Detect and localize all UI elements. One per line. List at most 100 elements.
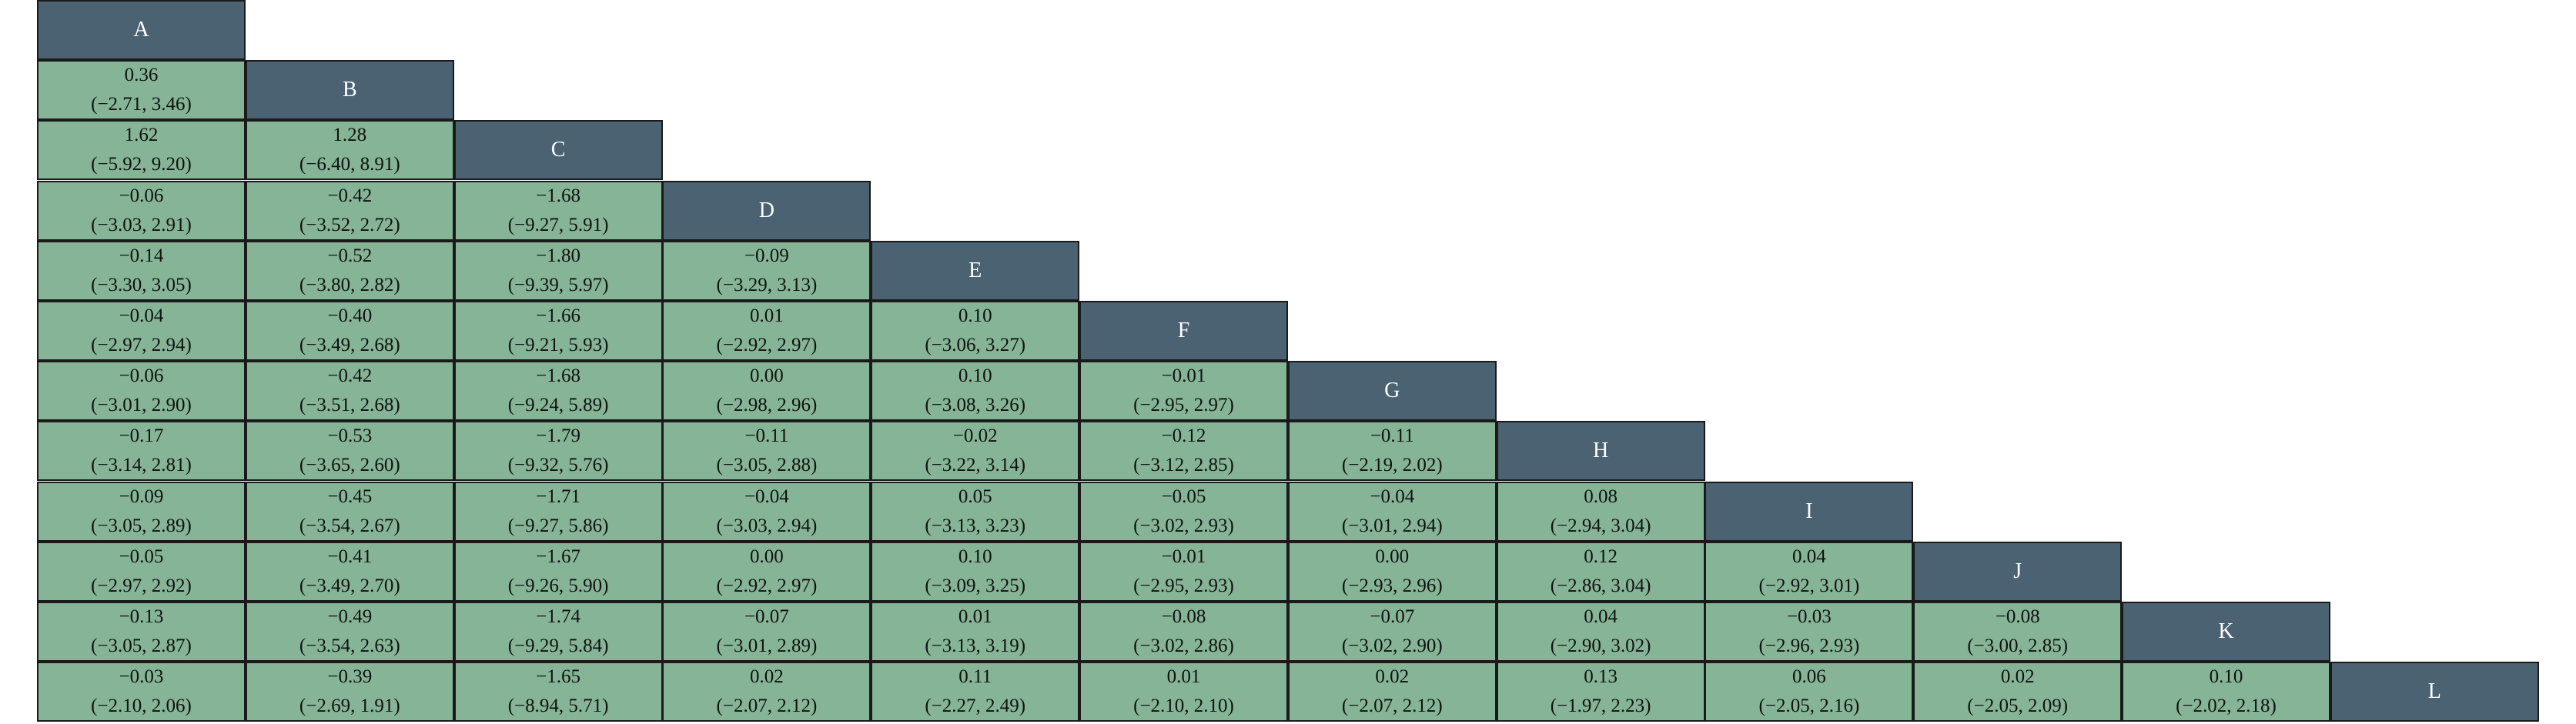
comparison-cell: 0.10 (−3.06, 3.27) bbox=[871, 301, 1080, 361]
comparison-cell: 1.28 (−6.40, 8.91) bbox=[245, 120, 454, 181]
comparison-cell: −0.04 (−2.97, 2.94) bbox=[37, 301, 246, 361]
confidence-interval: (−2.97, 2.94) bbox=[91, 335, 192, 355]
confidence-interval: (−3.30, 3.05) bbox=[91, 274, 192, 295]
confidence-interval: (−2.94, 3.04) bbox=[1550, 515, 1651, 536]
confidence-interval: (−3.65, 2.60) bbox=[299, 455, 400, 476]
effect-estimate: −1.71 bbox=[536, 485, 581, 507]
effect-estimate: −0.52 bbox=[327, 245, 373, 266]
confidence-interval: (−6.40, 8.91) bbox=[299, 154, 400, 175]
effect-estimate: 1.62 bbox=[124, 125, 159, 146]
effect-estimate: −0.04 bbox=[119, 305, 164, 326]
effect-estimate: 0.02 bbox=[1375, 666, 1410, 688]
confidence-interval: (−3.52, 2.72) bbox=[299, 214, 400, 235]
confidence-interval: (−2.02, 2.18) bbox=[2176, 696, 2277, 717]
comparison-cell: 0.12 (−2.86, 3.04) bbox=[1496, 541, 1705, 602]
comparison-cell: 0.36 (−2.71, 3.46) bbox=[37, 60, 246, 121]
comparison-cell: −0.49 (−3.54, 2.63) bbox=[245, 602, 454, 662]
confidence-interval: (−2.92, 2.97) bbox=[716, 335, 818, 355]
effect-estimate: −0.06 bbox=[119, 185, 164, 206]
confidence-interval: (−2.95, 2.97) bbox=[1133, 395, 1234, 416]
comparison-cell: 0.04 (−2.90, 3.02) bbox=[1496, 602, 1705, 662]
effect-estimate: −0.17 bbox=[119, 425, 164, 447]
effect-estimate: 0.04 bbox=[1584, 606, 1618, 627]
treatment-label-g: G bbox=[1287, 361, 1497, 422]
confidence-interval: (−3.05, 2.87) bbox=[91, 636, 192, 656]
effect-estimate: 0.11 bbox=[958, 666, 992, 688]
effect-estimate: 0.00 bbox=[750, 365, 784, 387]
effect-estimate: −1.68 bbox=[536, 365, 581, 387]
comparison-cell: −1.65 (−8.94, 5.71) bbox=[453, 662, 663, 722]
effect-estimate: −1.65 bbox=[536, 666, 581, 688]
comparison-cell: −0.13 (−3.05, 2.87) bbox=[37, 602, 246, 662]
effect-estimate: 0.04 bbox=[1792, 546, 1826, 567]
effect-estimate: −0.01 bbox=[1161, 365, 1206, 387]
comparison-cell: 0.02 (−2.05, 2.09) bbox=[1913, 662, 2123, 722]
confidence-interval: (−2.71, 3.46) bbox=[91, 94, 192, 115]
comparison-cell: −0.09 (−3.05, 2.89) bbox=[37, 481, 246, 542]
comparison-cell: 0.00 (−2.93, 2.96) bbox=[1287, 541, 1497, 602]
comparison-cell: −0.08 (−3.02, 2.86) bbox=[1079, 602, 1288, 662]
effect-estimate: 0.10 bbox=[2209, 666, 2243, 688]
comparison-cell: −1.71 (−9.27, 5.86) bbox=[453, 481, 663, 542]
effect-estimate: −0.07 bbox=[744, 606, 789, 627]
comparison-cell: −0.42 (−3.52, 2.72) bbox=[245, 180, 454, 241]
effect-estimate: −1.80 bbox=[536, 245, 581, 266]
league-table: A B 0.36 (−2.71, 3.46) C 1.62 (−5.92, 9.20) 1.2… bbox=[37, 0, 2539, 724]
effect-estimate: −0.53 bbox=[327, 425, 373, 447]
confidence-interval: (−9.26, 5.90) bbox=[507, 575, 609, 596]
treatment-label-j: J bbox=[1913, 541, 2123, 602]
comparison-cell: 0.00 (−2.92, 2.97) bbox=[662, 541, 871, 602]
confidence-interval: (−3.05, 2.88) bbox=[716, 455, 818, 476]
confidence-interval: (−8.94, 5.71) bbox=[507, 696, 609, 717]
comparison-cell: −1.68 (−9.24, 5.89) bbox=[453, 361, 663, 422]
comparison-cell: −0.17 (−3.14, 2.81) bbox=[37, 421, 246, 482]
comparison-cell: 0.06 (−2.05, 2.16) bbox=[1705, 662, 1914, 722]
effect-estimate: −0.39 bbox=[327, 666, 373, 688]
comparison-cell: −0.42 (−3.51, 2.68) bbox=[245, 361, 454, 422]
effect-estimate: −0.42 bbox=[327, 185, 373, 206]
comparison-cell: 0.08 (−2.94, 3.04) bbox=[1496, 481, 1705, 542]
confidence-interval: (−3.12, 2.85) bbox=[1133, 455, 1234, 476]
comparison-cell: −0.08 (−3.00, 2.85) bbox=[1913, 602, 2123, 662]
effect-estimate: −0.01 bbox=[1161, 546, 1206, 567]
confidence-interval: (−3.13, 3.19) bbox=[925, 636, 1026, 656]
comparison-cell: −0.11 (−2.19, 2.02) bbox=[1287, 421, 1497, 482]
comparison-cell: −0.45 (−3.54, 2.67) bbox=[245, 481, 454, 542]
comparison-cell: −0.03 (−2.10, 2.06) bbox=[37, 662, 246, 722]
confidence-interval: (−3.14, 2.81) bbox=[91, 455, 192, 476]
confidence-interval: (−3.00, 2.85) bbox=[1967, 636, 2069, 656]
comparison-cell: −0.40 (−3.49, 2.68) bbox=[245, 301, 454, 361]
comparison-cell: 0.11 (−2.27, 2.49) bbox=[871, 662, 1080, 722]
effect-estimate: 0.13 bbox=[1584, 666, 1618, 688]
effect-estimate: −0.08 bbox=[1995, 606, 2040, 627]
effect-estimate: −1.68 bbox=[536, 185, 581, 206]
confidence-interval: (−2.07, 2.12) bbox=[1341, 696, 1443, 717]
treatment-label-e: E bbox=[871, 240, 1080, 301]
effect-estimate: −0.08 bbox=[1161, 606, 1206, 627]
confidence-interval: (−2.69, 1.91) bbox=[299, 696, 400, 717]
confidence-interval: (−2.07, 2.12) bbox=[716, 696, 818, 717]
effect-estimate: −0.02 bbox=[952, 425, 998, 447]
confidence-interval: (−3.01, 2.89) bbox=[716, 636, 818, 656]
comparison-cell: 0.10 (−2.02, 2.18) bbox=[2122, 662, 2330, 722]
effect-estimate: −1.66 bbox=[536, 305, 581, 326]
comparison-cell: −1.66 (−9.21, 5.93) bbox=[453, 301, 663, 361]
comparison-cell: 0.01 (−3.13, 3.19) bbox=[871, 602, 1080, 662]
comparison-cell: −0.06 (−3.01, 2.90) bbox=[37, 361, 246, 422]
confidence-interval: (−3.09, 3.25) bbox=[925, 575, 1026, 596]
comparison-cell: −0.06 (−3.03, 2.91) bbox=[37, 180, 246, 241]
confidence-interval: (−3.02, 2.90) bbox=[1341, 636, 1443, 656]
confidence-interval: (−3.29, 3.13) bbox=[716, 274, 818, 295]
comparison-cell: 1.62 (−5.92, 9.20) bbox=[37, 120, 246, 181]
confidence-interval: (−2.86, 3.04) bbox=[1550, 575, 1651, 596]
confidence-interval: (−2.27, 2.49) bbox=[925, 696, 1026, 717]
comparison-cell: −0.14 (−3.30, 3.05) bbox=[37, 240, 246, 301]
confidence-interval: (−9.32, 5.76) bbox=[507, 455, 609, 476]
effect-estimate: −0.05 bbox=[119, 546, 164, 567]
effect-estimate: −0.04 bbox=[1370, 485, 1415, 507]
effect-estimate: −0.07 bbox=[1370, 606, 1415, 627]
effect-estimate: 0.02 bbox=[750, 666, 784, 688]
confidence-interval: (−2.90, 3.02) bbox=[1550, 636, 1651, 656]
effect-estimate: −0.11 bbox=[744, 425, 789, 447]
effect-estimate: −1.74 bbox=[536, 606, 581, 627]
